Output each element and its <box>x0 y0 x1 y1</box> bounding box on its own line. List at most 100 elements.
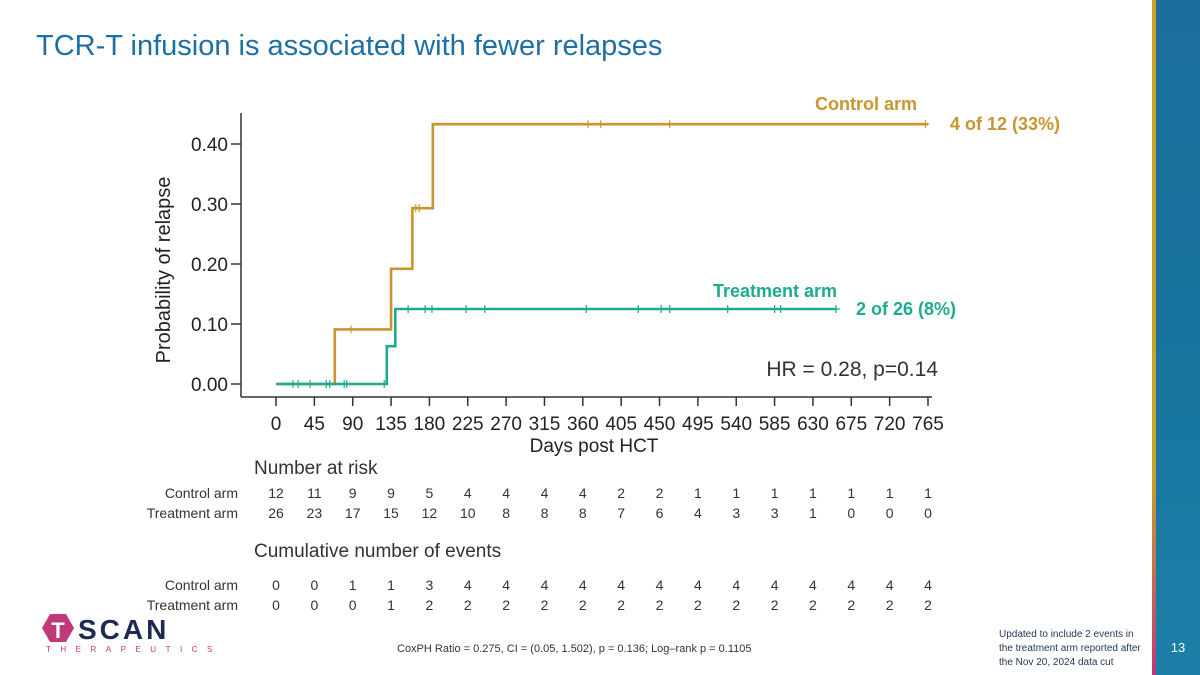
table-cell: 2 <box>579 597 587 613</box>
footnote: Updated to include 2 events in the treat… <box>999 629 1141 668</box>
x-tick-label: 495 <box>682 414 714 435</box>
x-tick-label: 630 <box>797 414 829 435</box>
x-tick-label: 585 <box>759 414 791 435</box>
table-cell: 2 <box>541 597 549 613</box>
table-cell: 4 <box>924 577 932 593</box>
series-line <box>276 122 928 386</box>
side-bar <box>1156 0 1200 675</box>
table-cell: 2 <box>617 485 625 501</box>
censor-mark <box>583 120 592 129</box>
x-tick-label: 765 <box>912 414 944 435</box>
table-cell: 3 <box>771 505 779 521</box>
table-cell: 4 <box>464 485 472 501</box>
logo-letter: T <box>51 618 65 643</box>
table-cell: 5 <box>426 485 434 501</box>
table-cell: 0 <box>847 505 855 521</box>
censor-mark <box>421 305 430 313</box>
table-cell: 4 <box>579 577 587 593</box>
series-name-label: Treatment arm <box>713 281 837 301</box>
table-cell: 0 <box>272 597 280 613</box>
table-cell: 1 <box>886 485 894 501</box>
x-tick-label: 360 <box>567 414 599 435</box>
table-cell: 4 <box>694 505 702 521</box>
slide-title: TCR-T infusion is associated with fewer … <box>36 30 663 62</box>
table-cell: 4 <box>502 577 510 593</box>
table-cell: 8 <box>579 505 587 521</box>
table-cell: 2 <box>502 597 510 613</box>
table-cell: 4 <box>694 577 702 593</box>
table-cell: 2 <box>732 597 740 613</box>
y-tick-label: 0.20 <box>191 255 228 276</box>
table-cell: 4 <box>541 485 549 501</box>
table-cell: 2 <box>656 485 664 501</box>
x-tick-label: 135 <box>375 414 407 435</box>
censor-mark <box>921 120 930 129</box>
table-cell: 2 <box>924 597 932 613</box>
table-cell: 2 <box>771 597 779 613</box>
censor-mark <box>665 120 674 129</box>
table-row-label: Treatment arm <box>147 597 238 613</box>
x-tick-label: 90 <box>342 414 363 435</box>
censor-mark <box>306 380 315 388</box>
table-cell: 4 <box>886 577 894 593</box>
table-cell: 17 <box>345 505 361 521</box>
y-tick-label: 0.00 <box>191 375 228 396</box>
chart-axes: 0.00 0.10 0.20 0.30 0.40 0 45 90 135 180 225 270 315… <box>153 113 944 457</box>
table-cell: 8 <box>502 505 510 521</box>
side-accent-stripe <box>1152 0 1156 675</box>
table-cell: 4 <box>656 577 664 593</box>
series-name-label: Control arm <box>815 94 917 114</box>
y-tick-label: 0.10 <box>191 315 228 336</box>
table-cell: 1 <box>924 485 932 501</box>
censor-mark <box>596 120 605 129</box>
x-tick-label: 315 <box>529 414 561 435</box>
table-title: Cumulative number of events <box>254 541 501 562</box>
x-tick-label: 675 <box>835 414 867 435</box>
censor-mark <box>582 305 591 313</box>
table-cell: 4 <box>541 577 549 593</box>
censor-mark <box>380 380 389 388</box>
censor-mark <box>342 380 351 388</box>
censor-mark <box>831 305 840 313</box>
series-end-label: 4 of 12 (33%) <box>950 114 1060 134</box>
censor-mark <box>462 305 471 313</box>
x-tick-label: 225 <box>452 414 484 435</box>
table-cell: 1 <box>694 485 702 501</box>
table-cell: 6 <box>656 505 664 521</box>
table-cell: 0 <box>310 577 318 593</box>
table-cell: 1 <box>847 485 855 501</box>
x-tick-label: 0 <box>271 414 282 435</box>
censor-mark <box>776 305 785 313</box>
x-tick-label: 405 <box>605 414 637 435</box>
table-cell: 1 <box>809 485 817 501</box>
logo-subtitle: THERAPEUTICS <box>46 645 222 654</box>
table-cell: 2 <box>847 597 855 613</box>
chart-plot-area <box>276 120 930 388</box>
table-cell: 12 <box>268 485 284 501</box>
series-line <box>276 307 836 386</box>
x-tick-label: 180 <box>414 414 446 435</box>
table-cell: 0 <box>272 577 280 593</box>
table-cell: 0 <box>310 597 318 613</box>
table-cell: 1 <box>349 577 357 593</box>
table-cell: 23 <box>307 505 323 521</box>
table-cell: 26 <box>268 505 284 521</box>
table-cell: 4 <box>617 577 625 593</box>
table-cell: 4 <box>579 485 587 501</box>
table-cell: 0 <box>924 505 932 521</box>
x-axis-title: Days post HCT <box>530 436 659 457</box>
y-axis-title: Probability of relapse <box>153 177 175 364</box>
table-title: Number at risk <box>254 458 378 479</box>
censor-mark <box>415 204 424 213</box>
y-tick-label: 0.40 <box>191 135 228 156</box>
censor-mark <box>427 305 436 313</box>
km-chart: 0.000.100.200.300.400 45 90 135 180 225 270 315… <box>147 94 1060 613</box>
table-cell: 2 <box>694 597 702 613</box>
censor-mark <box>657 305 666 313</box>
table-cell: 3 <box>426 577 434 593</box>
table-cell: 7 <box>617 505 625 521</box>
censor-mark <box>325 380 334 388</box>
page-number: 13 <box>1170 640 1186 655</box>
table-cell: 2 <box>809 597 817 613</box>
x-tick-label: 45 <box>304 414 325 435</box>
